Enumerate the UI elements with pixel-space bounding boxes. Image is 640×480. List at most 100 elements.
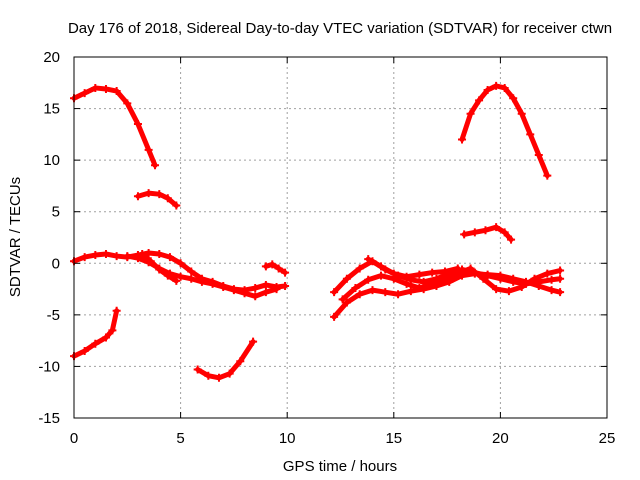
data-point [556, 288, 565, 297]
data-point [219, 283, 228, 292]
data-point [440, 274, 449, 283]
y-tick-label: 15 [43, 101, 60, 118]
data-point [133, 254, 142, 263]
data-point [108, 326, 117, 335]
data-point [144, 189, 153, 198]
data-point [112, 87, 121, 96]
data-point [402, 272, 411, 281]
data-point [268, 260, 277, 269]
data-point [556, 266, 565, 275]
data-point [458, 135, 467, 144]
data-point [377, 271, 386, 280]
series-arc-e [138, 250, 181, 285]
data-point [133, 120, 142, 129]
x-axis-label: GPS time / hours [283, 458, 397, 475]
data-point [155, 250, 164, 259]
data-point [176, 272, 185, 281]
data-point [123, 252, 132, 261]
y-tick-label: 10 [43, 152, 60, 169]
data-point [261, 262, 270, 271]
data-point [479, 274, 488, 283]
data-point [509, 274, 518, 283]
data-point [330, 288, 339, 297]
y-axis-ticks: -15 -10 -5 0 5 10 15 20 [38, 49, 607, 427]
chart-title: Day 176 of 2018, Sidereal Day-to-day VTE… [68, 20, 612, 37]
data-point [163, 194, 172, 203]
data-point [272, 285, 281, 294]
x-tick-label: 10 [279, 430, 296, 447]
data-point [176, 259, 185, 268]
data-point [138, 250, 147, 259]
data-point [101, 333, 110, 342]
series-arc-l [364, 255, 462, 281]
data-point [133, 192, 142, 201]
series-line [195, 339, 256, 381]
data-point [261, 288, 270, 297]
data-point [155, 265, 164, 274]
y-tick-label: -5 [47, 307, 60, 324]
plot-border [73, 56, 608, 419]
x-tick-label: 20 [492, 430, 509, 447]
data-point [543, 171, 552, 180]
data-point [101, 250, 110, 259]
data-point [330, 312, 339, 321]
data-point [172, 201, 181, 210]
data-point [91, 83, 100, 92]
data-point [338, 295, 347, 304]
data-point [483, 86, 492, 95]
data-point [144, 248, 153, 257]
data-point [225, 369, 234, 378]
data-point [534, 281, 543, 290]
data-point [453, 264, 462, 273]
data-point [394, 290, 403, 299]
y-tick-label: 5 [52, 204, 60, 221]
data-point [504, 287, 513, 296]
data-point [165, 253, 174, 262]
data-point [163, 271, 172, 280]
data-point [155, 190, 164, 199]
data-point [381, 288, 390, 297]
data-point [214, 373, 223, 382]
data-point [460, 230, 469, 239]
y-axis-label: SDTVAR / TECUs [7, 177, 24, 297]
data-point [281, 268, 290, 277]
data-point [236, 357, 245, 366]
data-point [261, 280, 270, 289]
data-point [240, 289, 249, 298]
y-tick-label: 0 [52, 255, 60, 272]
data-point [377, 262, 386, 271]
x-tick-label: 5 [176, 430, 184, 447]
data-point [492, 81, 501, 90]
data-point [415, 284, 424, 293]
series-arc-k [338, 264, 565, 304]
x-axis-ticks: 0 5 10 15 20 25 [70, 57, 616, 447]
data-point [526, 130, 535, 139]
x-tick-label: 25 [599, 430, 616, 447]
data-series [70, 81, 565, 382]
data-point [281, 281, 290, 290]
data-point [466, 109, 475, 118]
data-point [144, 145, 153, 154]
data-point [80, 253, 89, 262]
y-tick-label: 20 [43, 49, 60, 66]
x-tick-label: 15 [385, 430, 402, 447]
series-arc-b [133, 189, 181, 210]
data-point [428, 268, 437, 277]
data-point [355, 264, 364, 273]
data-point [80, 346, 89, 355]
data-point [342, 298, 351, 307]
data-point [481, 226, 490, 235]
y-tick-label: -15 [38, 410, 60, 427]
data-point [534, 150, 543, 159]
data-point [530, 274, 539, 283]
data-point [251, 292, 260, 301]
data-point [440, 267, 449, 276]
series-arc-f [261, 260, 290, 277]
data-point [543, 269, 552, 278]
data-point [229, 286, 238, 295]
data-point [500, 83, 509, 92]
data-point [500, 228, 509, 237]
data-point [274, 264, 283, 273]
data-point [364, 255, 373, 264]
